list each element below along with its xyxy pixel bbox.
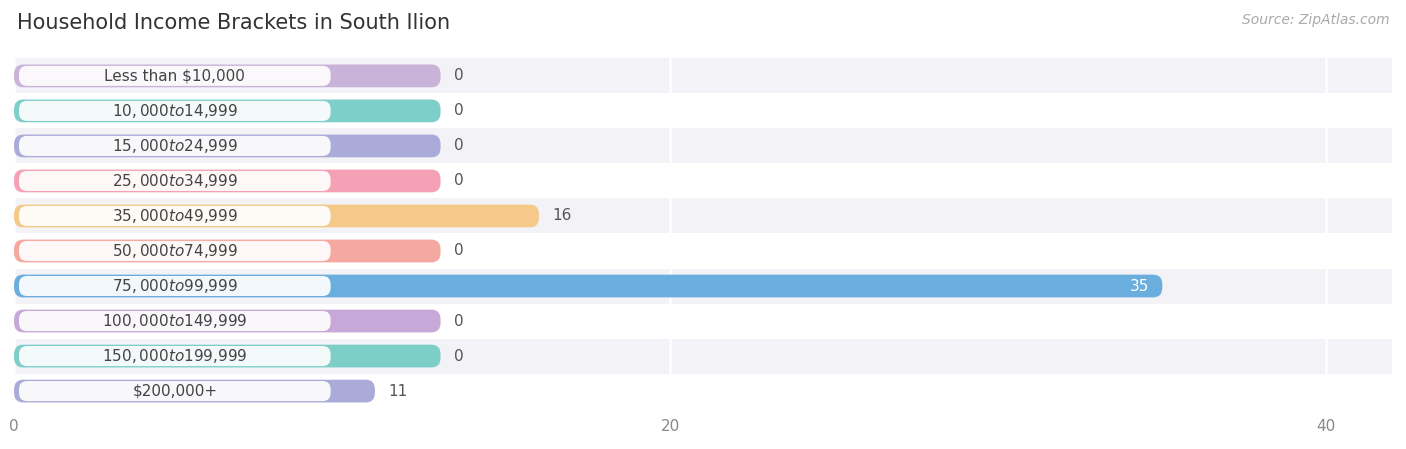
Text: $35,000 to $49,999: $35,000 to $49,999	[112, 207, 238, 225]
Text: $50,000 to $74,999: $50,000 to $74,999	[112, 242, 238, 260]
Text: $10,000 to $14,999: $10,000 to $14,999	[112, 102, 238, 120]
FancyBboxPatch shape	[20, 276, 330, 296]
Bar	[14, 339, 1392, 374]
Text: 0: 0	[454, 103, 464, 119]
FancyBboxPatch shape	[20, 66, 330, 86]
Text: $25,000 to $34,999: $25,000 to $34,999	[112, 172, 238, 190]
Text: Household Income Brackets in South Ilion: Household Income Brackets in South Ilion	[17, 13, 450, 34]
Text: 16: 16	[553, 208, 571, 224]
FancyBboxPatch shape	[20, 381, 330, 401]
Text: 35: 35	[1130, 278, 1149, 294]
FancyBboxPatch shape	[14, 205, 538, 227]
Text: 0: 0	[454, 243, 464, 259]
Text: 0: 0	[454, 348, 464, 364]
FancyBboxPatch shape	[20, 136, 330, 156]
Bar	[14, 304, 1392, 339]
Text: $15,000 to $24,999: $15,000 to $24,999	[112, 137, 238, 155]
FancyBboxPatch shape	[20, 311, 330, 331]
FancyBboxPatch shape	[20, 101, 330, 121]
FancyBboxPatch shape	[14, 170, 440, 192]
FancyBboxPatch shape	[14, 310, 440, 332]
Text: 0: 0	[454, 313, 464, 329]
FancyBboxPatch shape	[14, 65, 440, 87]
FancyBboxPatch shape	[14, 240, 440, 262]
Text: $100,000 to $149,999: $100,000 to $149,999	[103, 312, 247, 330]
FancyBboxPatch shape	[14, 275, 1163, 297]
Text: Source: ZipAtlas.com: Source: ZipAtlas.com	[1241, 13, 1389, 27]
Text: $75,000 to $99,999: $75,000 to $99,999	[112, 277, 238, 295]
Text: $200,000+: $200,000+	[132, 383, 218, 399]
Bar	[14, 233, 1392, 269]
Bar	[14, 58, 1392, 93]
Bar	[14, 269, 1392, 304]
FancyBboxPatch shape	[20, 241, 330, 261]
Text: 11: 11	[388, 383, 408, 399]
FancyBboxPatch shape	[14, 345, 440, 367]
Bar	[14, 198, 1392, 233]
Bar	[14, 374, 1392, 409]
FancyBboxPatch shape	[14, 100, 440, 122]
Text: 0: 0	[454, 138, 464, 154]
Text: 0: 0	[454, 68, 464, 84]
FancyBboxPatch shape	[20, 171, 330, 191]
FancyBboxPatch shape	[20, 206, 330, 226]
Bar	[14, 93, 1392, 128]
FancyBboxPatch shape	[20, 346, 330, 366]
FancyBboxPatch shape	[14, 135, 440, 157]
Text: 0: 0	[454, 173, 464, 189]
Bar	[14, 128, 1392, 163]
FancyBboxPatch shape	[14, 380, 375, 402]
Bar	[14, 163, 1392, 198]
Text: $150,000 to $199,999: $150,000 to $199,999	[103, 347, 247, 365]
Text: Less than $10,000: Less than $10,000	[104, 68, 245, 84]
